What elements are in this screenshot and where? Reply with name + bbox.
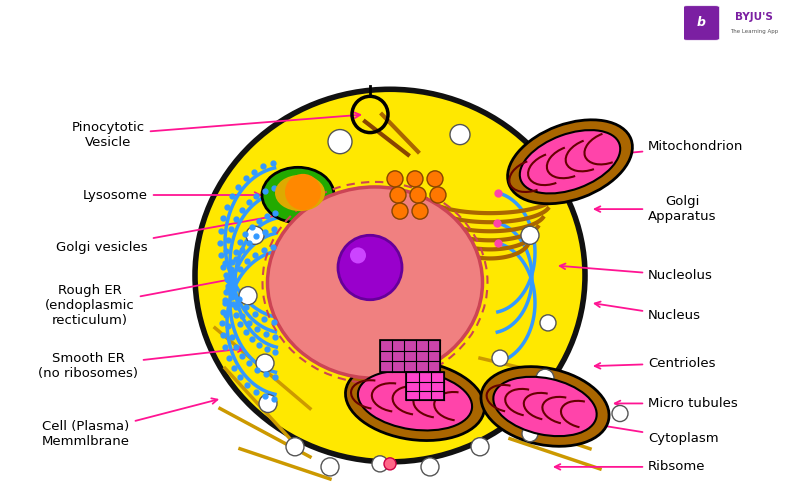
Circle shape (536, 369, 554, 387)
Circle shape (390, 187, 406, 203)
Text: BYJU'S: BYJU'S (735, 12, 773, 22)
Ellipse shape (494, 377, 597, 436)
Circle shape (321, 458, 339, 476)
Text: Ribsome: Ribsome (554, 460, 706, 473)
Ellipse shape (507, 120, 633, 204)
Circle shape (256, 354, 274, 372)
Circle shape (407, 171, 423, 187)
Circle shape (286, 438, 304, 456)
Text: Nucleolus: Nucleolus (560, 264, 713, 282)
Text: The Learning App: The Learning App (730, 29, 778, 34)
Circle shape (412, 203, 428, 219)
Circle shape (328, 130, 352, 154)
Text: Cytoplasm: Cytoplasm (594, 423, 718, 445)
Text: Micro tubules: Micro tubules (614, 397, 738, 410)
Circle shape (421, 458, 439, 476)
Text: Centrioles: Centrioles (594, 357, 715, 370)
Circle shape (259, 394, 277, 412)
Circle shape (471, 438, 489, 456)
Text: Cell (Plasma)
Memmlbrane: Cell (Plasma) Memmlbrane (42, 398, 218, 448)
Circle shape (612, 406, 628, 422)
Text: Rough ER
(endoplasmic
recticulum): Rough ER (endoplasmic recticulum) (46, 277, 235, 327)
Circle shape (338, 235, 402, 300)
Ellipse shape (262, 167, 334, 223)
Circle shape (384, 458, 396, 470)
Circle shape (540, 315, 556, 331)
Circle shape (427, 171, 443, 187)
Ellipse shape (358, 370, 472, 430)
Ellipse shape (346, 360, 485, 440)
FancyBboxPatch shape (683, 6, 720, 40)
Text: Golgi vesicles: Golgi vesicles (56, 194, 386, 254)
Circle shape (239, 287, 257, 305)
Ellipse shape (195, 89, 585, 462)
Circle shape (246, 226, 264, 244)
FancyBboxPatch shape (406, 372, 444, 400)
Circle shape (387, 171, 403, 187)
Text: Mitochondrion: Mitochondrion (613, 140, 743, 156)
Circle shape (372, 456, 388, 472)
Text: Smooth ER
(no ribosomes): Smooth ER (no ribosomes) (38, 347, 243, 380)
Text: Golgi
Apparatus: Golgi Apparatus (594, 195, 717, 223)
Ellipse shape (267, 187, 482, 378)
Text: Lysosome: Lysosome (83, 188, 260, 201)
FancyBboxPatch shape (678, 2, 796, 44)
Circle shape (450, 124, 470, 145)
Circle shape (392, 203, 408, 219)
Circle shape (285, 174, 321, 210)
Circle shape (410, 187, 426, 203)
Ellipse shape (520, 130, 620, 194)
Circle shape (430, 187, 446, 203)
FancyBboxPatch shape (380, 340, 440, 372)
Circle shape (492, 350, 508, 366)
Circle shape (522, 425, 538, 442)
Circle shape (350, 247, 366, 263)
Text: Pinocytotic
Vesicle: Pinocytotic Vesicle (72, 112, 360, 149)
Text: Nucleus: Nucleus (594, 302, 701, 322)
Circle shape (521, 226, 539, 244)
Ellipse shape (481, 367, 609, 446)
Ellipse shape (275, 175, 325, 211)
Text: b: b (697, 16, 706, 30)
Text: Animal Cell: Animal Cell (14, 10, 182, 36)
